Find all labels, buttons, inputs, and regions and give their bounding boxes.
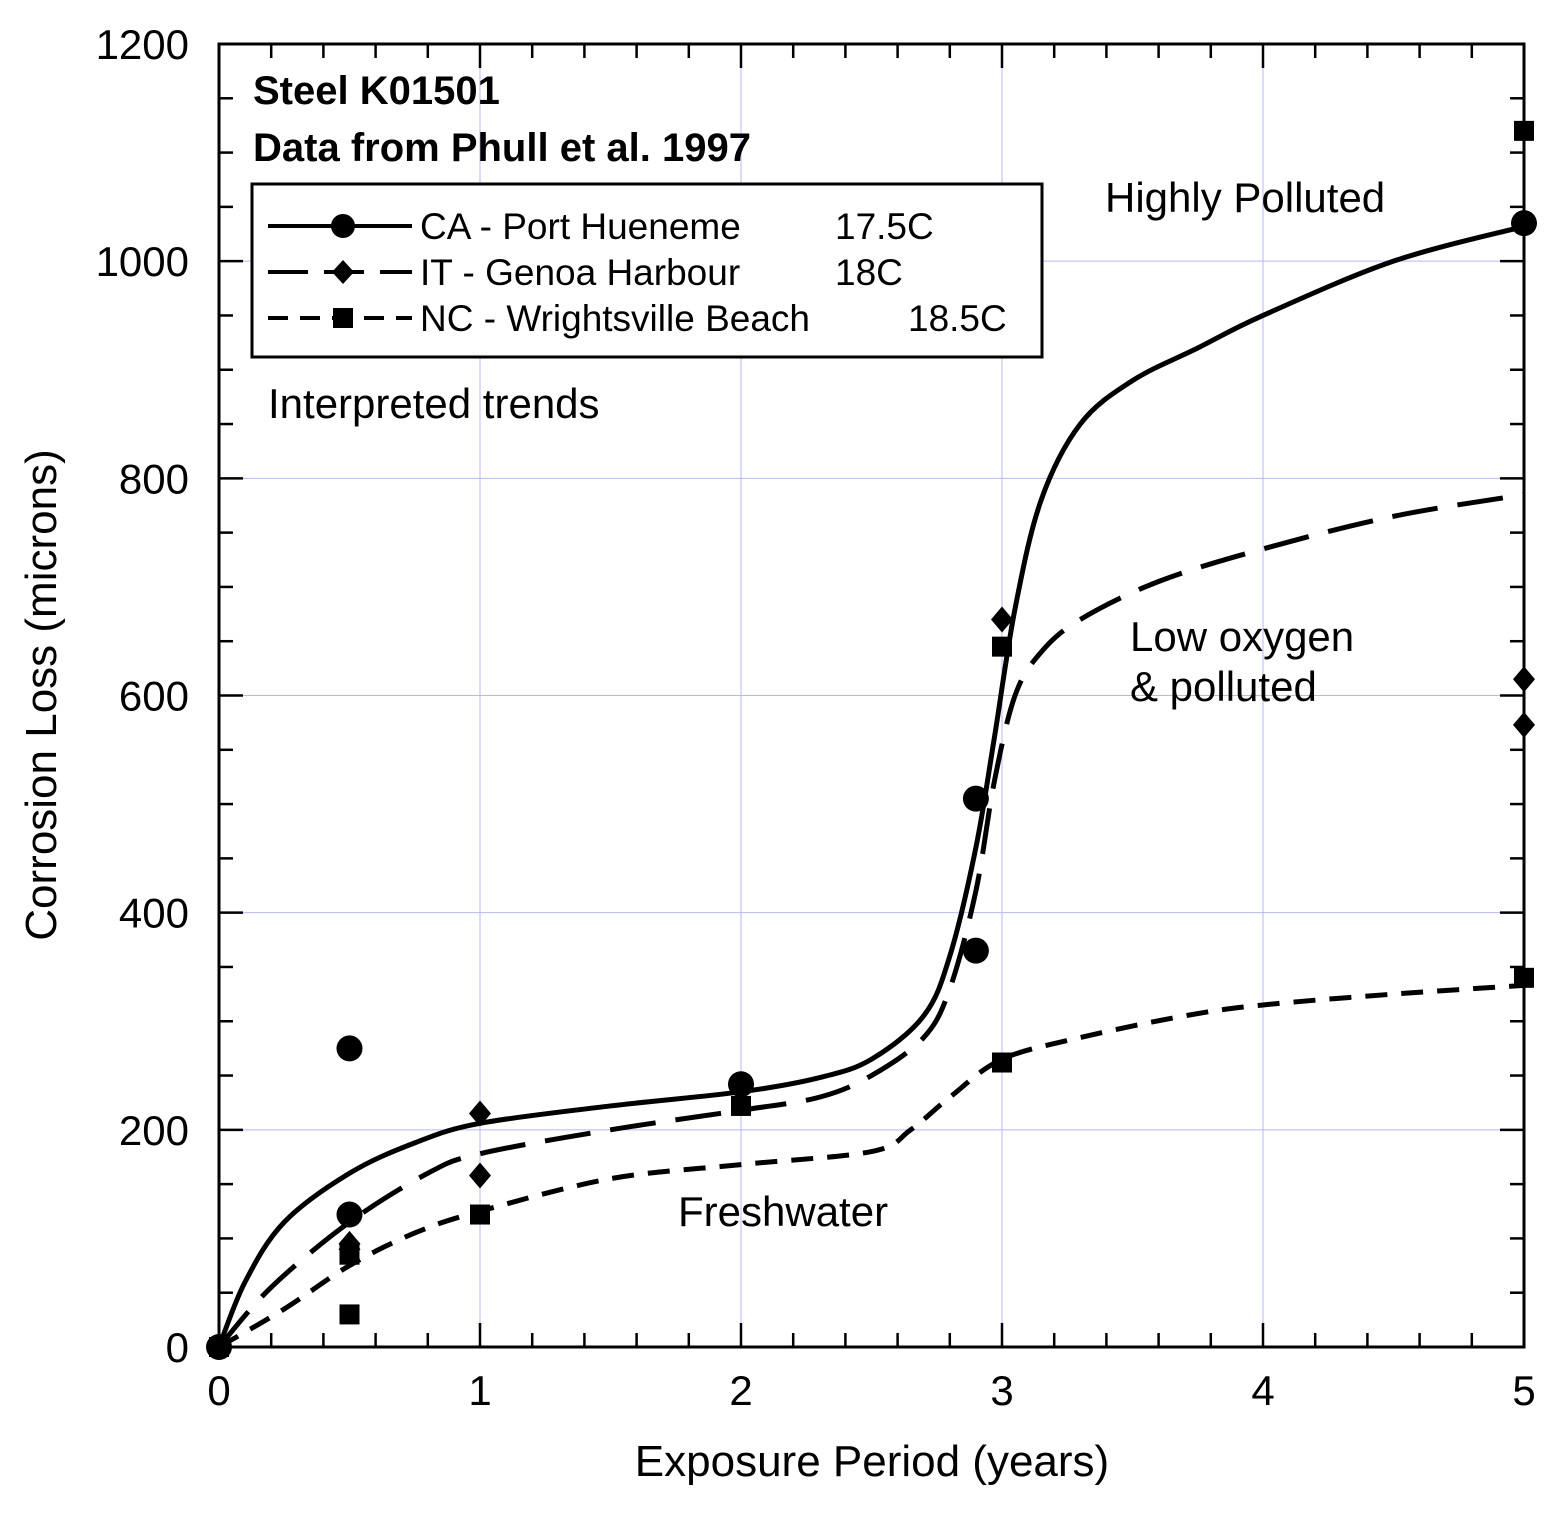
legend-marker-diamond bbox=[332, 260, 354, 284]
legend-label-nc: NC - Wrightsville Beach bbox=[420, 298, 810, 339]
x-axis-label: Exposure Period (years) bbox=[635, 1437, 1109, 1486]
y-tick-label: 1000 bbox=[96, 238, 189, 285]
legend-marker-circle bbox=[331, 214, 355, 238]
x-tick-label: 5 bbox=[1512, 1367, 1535, 1414]
legend: CA - Port Hueneme 17.5C IT - Genoa Harbo… bbox=[250, 182, 1044, 359]
y-tick-label: 200 bbox=[119, 1107, 189, 1154]
x-tick-label: 2 bbox=[729, 1367, 752, 1414]
legend-temp-it: 18C bbox=[835, 252, 903, 293]
data-point-diamond bbox=[991, 606, 1013, 633]
data-point-square bbox=[470, 1204, 490, 1225]
data-point-circle bbox=[728, 1071, 754, 1098]
data-markers bbox=[206, 120, 1537, 1360]
x-tick-label: 1 bbox=[468, 1367, 491, 1414]
data-point-circle bbox=[336, 1035, 363, 1062]
trend-curve bbox=[216, 224, 1525, 1348]
data-point-square bbox=[339, 1244, 360, 1265]
y-tick-label: 0 bbox=[166, 1324, 189, 1371]
y-tick-label: 1200 bbox=[96, 21, 189, 68]
data-point-square bbox=[339, 1304, 360, 1325]
data-point-circle bbox=[336, 1201, 363, 1228]
legend-temp-ca: 17.5C bbox=[835, 206, 934, 247]
data-point-square bbox=[992, 636, 1012, 657]
annotation-highly-polluted: Highly Polluted bbox=[1105, 174, 1385, 221]
data-point-circle bbox=[962, 785, 989, 812]
trend-curve bbox=[217, 492, 1525, 1349]
x-tick-label: 4 bbox=[1251, 1367, 1274, 1414]
chart-title-line-2: Data from Phull et al. 1997 bbox=[253, 126, 751, 170]
annotation-and-polluted: & polluted bbox=[1130, 663, 1317, 710]
x-tick-label: 3 bbox=[990, 1367, 1013, 1414]
trend-curve bbox=[217, 982, 1525, 1350]
data-point-diamond bbox=[469, 1100, 491, 1127]
legend-label-ca: CA - Port Hueneme bbox=[420, 206, 741, 247]
y-axis-label: Corrosion Loss (microns) bbox=[17, 449, 66, 940]
y-tick-label: 600 bbox=[119, 673, 189, 720]
y-tick-label: 400 bbox=[119, 890, 189, 937]
axis-ticks: 0 1 2 3 4 5 0 200 400 600 800 1000 1200 bbox=[96, 21, 1536, 1414]
trend-curves bbox=[216, 224, 1525, 1350]
chart-title-line-1: Steel K01501 bbox=[253, 69, 500, 113]
data-point-circle bbox=[962, 937, 989, 964]
data-point-square bbox=[731, 1095, 751, 1116]
annotation-interpreted-trends: Interpreted trends bbox=[268, 380, 600, 427]
legend-label-it: IT - Genoa Harbour bbox=[420, 252, 740, 293]
data-point-diamond bbox=[469, 1162, 491, 1189]
annotation-low-oxygen: Low oxygen bbox=[1130, 613, 1354, 660]
annotation-freshwater: Freshwater bbox=[678, 1188, 888, 1235]
x-tick-label: 0 bbox=[207, 1367, 230, 1414]
legend-marker-square bbox=[333, 308, 353, 328]
legend-temp-nc: 18.5C bbox=[908, 298, 1007, 339]
y-tick-label: 800 bbox=[119, 455, 189, 502]
data-point-square bbox=[992, 1052, 1012, 1073]
